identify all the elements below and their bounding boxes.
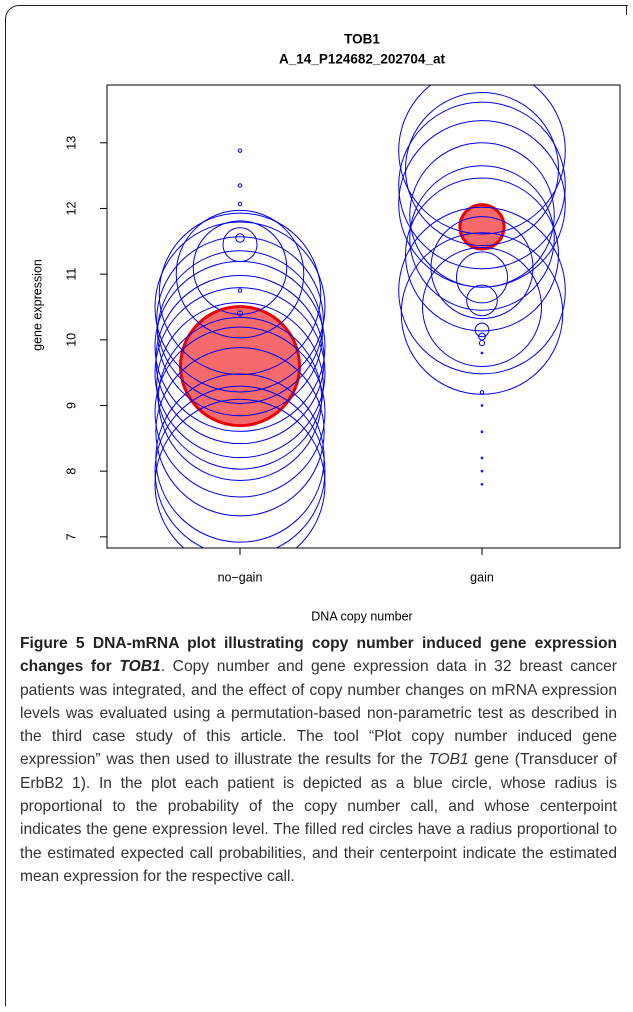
patient-circle <box>480 482 484 486</box>
patient-circle <box>155 347 325 517</box>
patient-circle <box>405 92 559 247</box>
patient-circle <box>466 284 498 317</box>
caption-text: . Copy number and gene expression data i… <box>20 658 617 769</box>
patient-circle <box>157 316 323 482</box>
patient-circle <box>480 456 484 460</box>
patient-circle <box>422 246 542 367</box>
patient-circle <box>479 390 485 395</box>
mean-circle <box>179 305 301 428</box>
patient-circle <box>400 232 564 395</box>
patient-circle <box>409 142 555 288</box>
caption-text: TOB1 <box>119 658 161 676</box>
patient-circle <box>474 322 490 338</box>
frame-tick <box>625 5 627 15</box>
patient-circle <box>480 469 484 473</box>
y-tick-label: 11 <box>64 268 78 281</box>
patient-circle <box>237 201 243 207</box>
patient-circle <box>156 236 324 404</box>
caption-text: DNA-mRNA plot illustrating copy number i… <box>20 635 617 676</box>
patient-circle <box>154 221 326 393</box>
y-tick-label: 8 <box>64 468 78 475</box>
y-tick-label: 13 <box>64 136 78 150</box>
y-tick-label: 9 <box>64 402 78 409</box>
patient-circle <box>430 216 534 320</box>
caption-text: gene (Transducer of ErbB2 1). In the plo… <box>20 751 617 885</box>
y-axis-label: gene expression <box>30 259 44 351</box>
patient-circle <box>405 177 559 332</box>
patient-circle <box>154 326 326 498</box>
chart-subtitle: A_14_P124682_202704_at <box>279 52 445 67</box>
caption-text: Figure 5 <box>20 635 85 652</box>
chart: TOB1 A_14_P124682_202704_at DNA copy num… <box>30 32 621 623</box>
patient-circle <box>398 85 566 235</box>
patient-circle <box>478 332 486 341</box>
patient-circle <box>154 398 326 548</box>
patient-circle <box>480 430 484 434</box>
patient-circle <box>236 310 244 317</box>
figure-frame <box>5 5 628 1006</box>
y-tick-label: 10 <box>64 333 78 347</box>
patient-circle <box>156 301 324 470</box>
patient-circle <box>456 251 508 304</box>
x-tick-label: no−gain <box>218 570 263 584</box>
patient-circle <box>237 148 243 153</box>
x-axis-label: DNA copy number <box>311 609 412 623</box>
patient-circle <box>192 220 288 315</box>
patient-circle <box>154 287 326 459</box>
patient-circle <box>154 385 326 548</box>
chart-title: TOB1 <box>344 32 380 47</box>
mean-circle <box>458 203 506 251</box>
plot-border <box>106 84 621 549</box>
figure-caption: Figure 5 DNA-mRNA plot illustrating copy… <box>20 632 617 888</box>
patient-circle <box>158 212 322 376</box>
patient-circle <box>409 165 555 311</box>
patient-circle <box>237 183 243 188</box>
patient-circle <box>154 260 326 432</box>
patient-circle <box>480 351 484 355</box>
plot-area <box>154 85 566 548</box>
x-tick-label: gain <box>470 570 494 584</box>
y-tick-label: 7 <box>64 533 78 540</box>
patient-circle <box>398 101 566 270</box>
patient-circle <box>478 340 486 347</box>
patient-circle <box>222 227 258 263</box>
y-tick-label: 12 <box>64 201 78 215</box>
patient-circle <box>480 404 484 407</box>
patient-circle <box>237 288 243 293</box>
patient-circle <box>157 250 323 417</box>
caption-text: TOB1 <box>428 751 469 769</box>
patient-circle <box>235 233 245 243</box>
patient-circle <box>175 209 305 339</box>
patient-circle <box>398 206 566 375</box>
